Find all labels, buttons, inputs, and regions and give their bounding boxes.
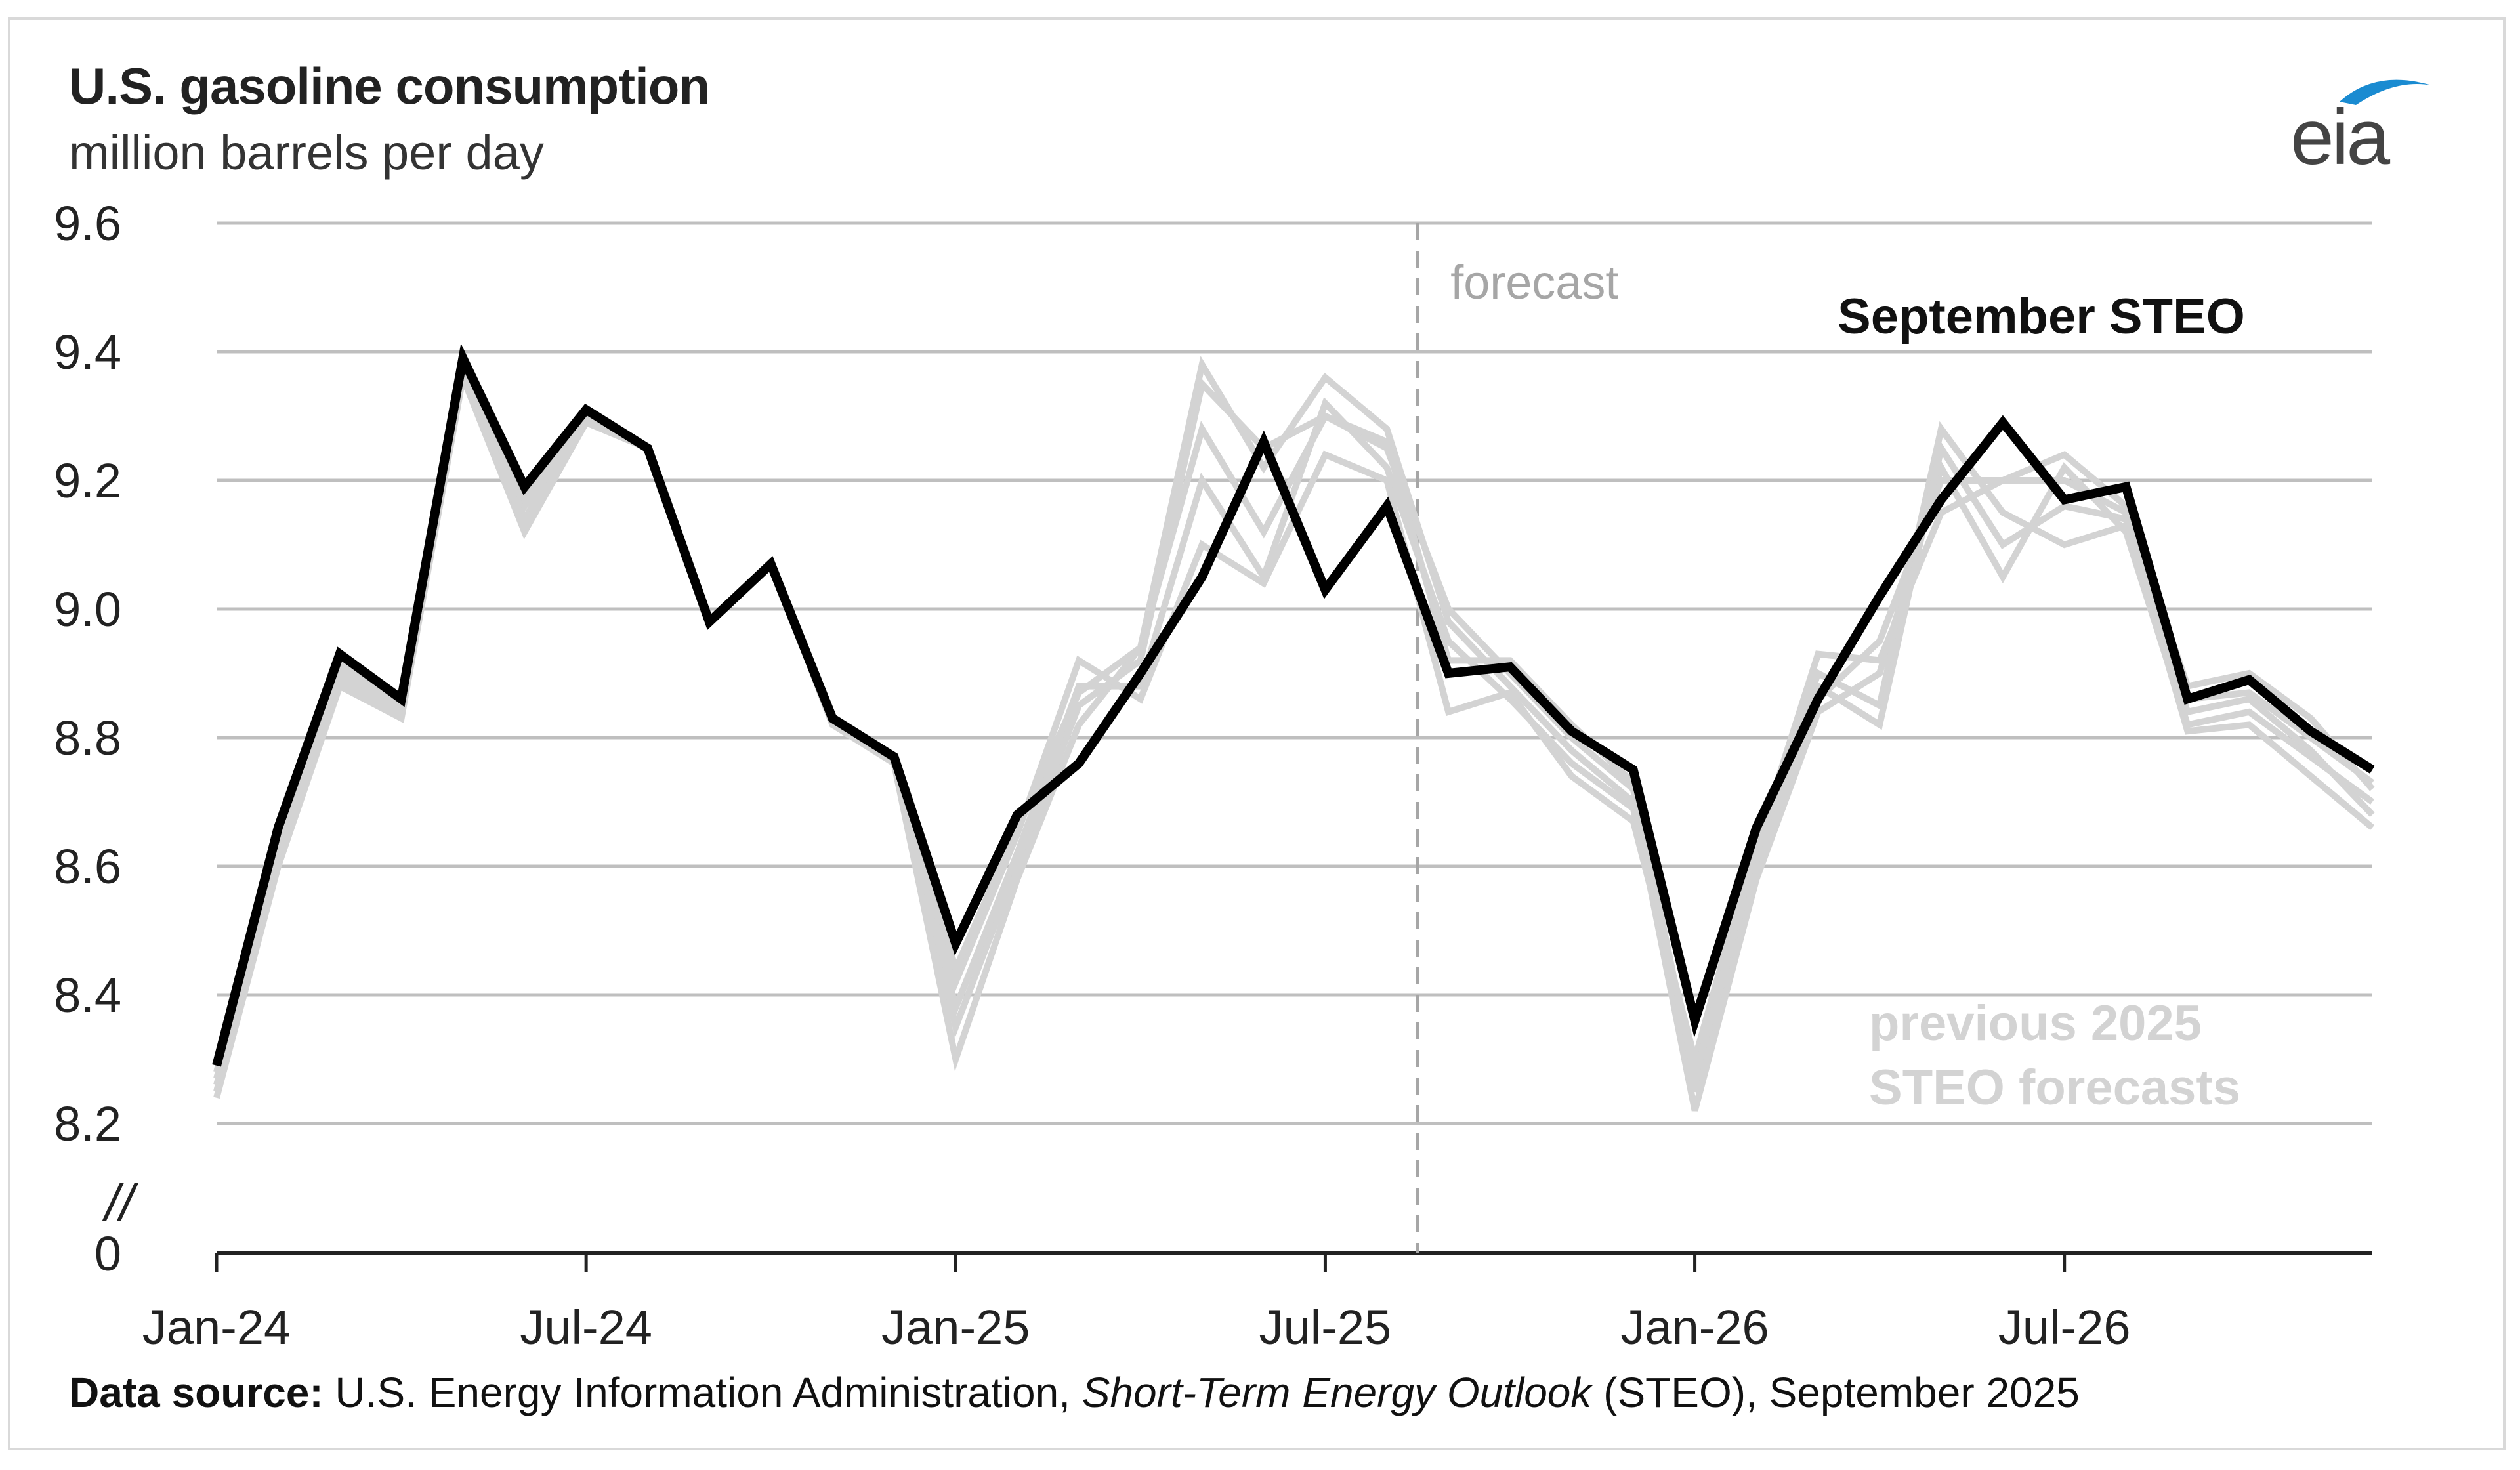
- y-tick-label: 8.4: [54, 968, 121, 1022]
- chart-frame: [8, 17, 2506, 1450]
- chart-subtitle: million barrels per day: [69, 125, 544, 180]
- annotation-september-steo: September STEO: [1838, 289, 2245, 345]
- y-tick-label: 9.6: [54, 196, 121, 251]
- x-tick-label: Jul-24: [520, 1300, 652, 1354]
- data-source-note: Data source: U.S. Energy Information Adm…: [69, 1368, 2080, 1417]
- data-source-pre: U.S. Energy Information Administration,: [335, 1369, 1070, 1416]
- data-source-post: (STEO), September 2025: [1603, 1369, 2080, 1416]
- annotation-previous-line2: STEO forecasts: [1869, 1060, 2240, 1116]
- forecast-label: forecast: [1450, 257, 1618, 309]
- y-tick-label-zero: 0: [94, 1227, 121, 1281]
- series-line-september-steo: [212, 343, 2375, 1067]
- x-tick-label: Jul-26: [1998, 1300, 2131, 1354]
- x-tick-label: Jan-26: [1620, 1300, 1769, 1354]
- chart-title: U.S. gasoline consumption: [69, 57, 710, 115]
- axis-break-mark: //: [102, 1173, 139, 1232]
- x-tick-label: Jan-24: [142, 1300, 291, 1354]
- eia-logo: eia: [2290, 79, 2431, 177]
- annotation-previous-line1: previous 2025: [1869, 996, 2202, 1051]
- y-tick-label: 8.8: [54, 711, 121, 765]
- eia-logo-swoosh: [2340, 79, 2431, 105]
- data-source-title: Short-Term Energy Outlook: [1082, 1369, 1592, 1416]
- y-tick-label: 8.2: [54, 1097, 121, 1151]
- x-tick-label: Jul-25: [1259, 1300, 1392, 1354]
- eia-logo-text: eia: [2290, 93, 2390, 177]
- data-source-label: Data source:: [69, 1369, 324, 1416]
- y-tick-label: 9.0: [54, 582, 121, 637]
- series-line-previous-steo: [213, 353, 2375, 1080]
- x-tick-label: Jan-25: [881, 1300, 1030, 1354]
- y-tick-label: 9.4: [54, 325, 121, 379]
- y-tick-label: 9.2: [54, 453, 121, 508]
- y-tick-label: 8.6: [54, 839, 121, 894]
